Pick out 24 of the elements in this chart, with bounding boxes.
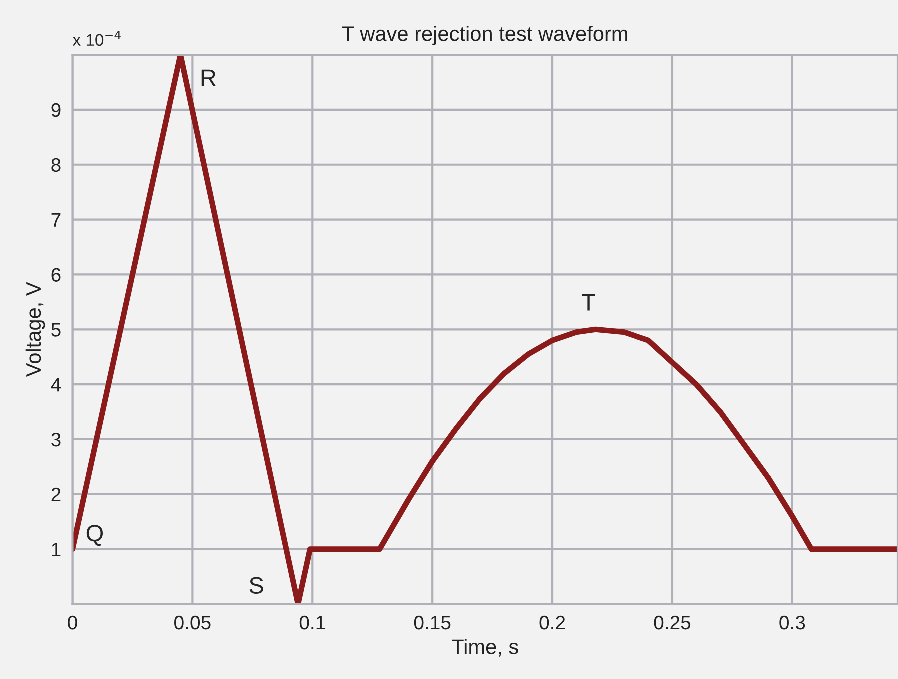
y-axis-title: Voltage, V	[26, 282, 46, 378]
annotation: Q	[86, 525, 104, 546]
y-tick-label: 3	[52, 432, 61, 447]
y-tick-label: 1	[52, 543, 61, 556]
y-tick-label: 8	[52, 158, 61, 172]
x-tick-label: 0.3	[780, 616, 806, 630]
text: x 10$^{−4}$	[72, 31, 121, 46]
y-tick-label: 6	[52, 268, 61, 282]
annotation: R	[202, 70, 216, 86]
annotation: S	[250, 577, 264, 594]
annotation: T	[582, 294, 596, 311]
y-tick-label: 7	[52, 213, 61, 227]
x-tick-label: 0	[68, 616, 78, 630]
y-tick-label: 5	[52, 323, 61, 337]
y-tick-label: 4	[51, 378, 62, 392]
y-tick-label: 9	[52, 103, 61, 118]
y-tick-label: 2	[52, 488, 61, 502]
x-tick-label: 0.1	[300, 616, 326, 630]
x-tick-label: 0.2	[540, 616, 566, 630]
x-tick-label: 0.25	[654, 616, 691, 630]
x-tick-label: 0.05	[174, 616, 211, 630]
x-axis-title: Time, s	[452, 639, 518, 657]
x-tick-label: 0.15	[414, 616, 451, 630]
chart-title: T wave rejection test waveform	[342, 26, 628, 46]
